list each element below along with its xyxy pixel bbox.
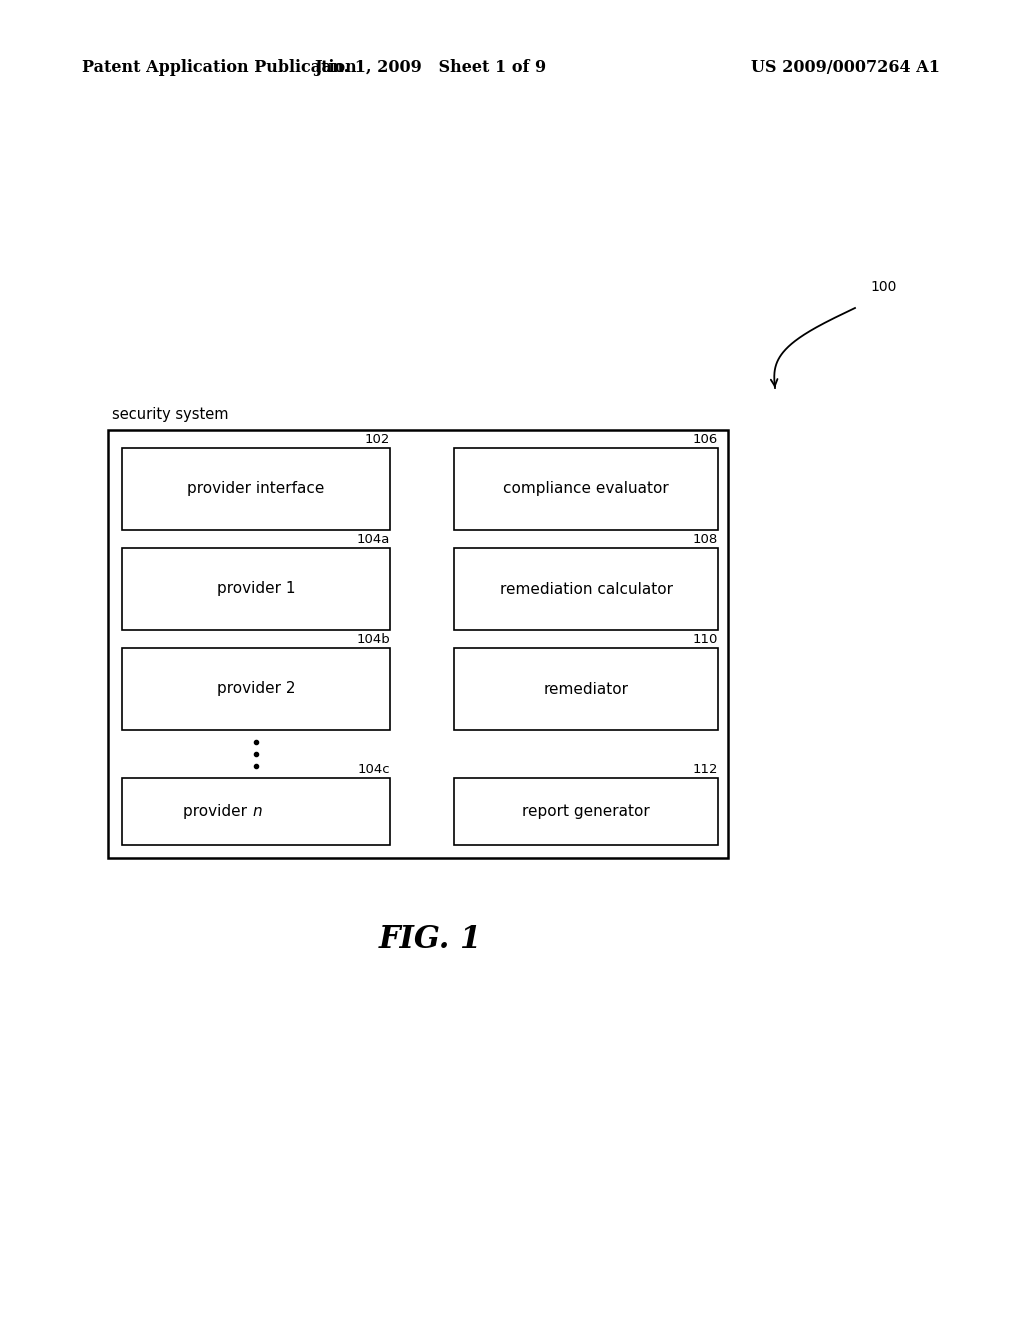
- Bar: [122, 447, 390, 531]
- Text: security system: security system: [112, 407, 228, 422]
- Text: FIG. 1: FIG. 1: [379, 924, 481, 956]
- Text: remediator: remediator: [544, 681, 629, 697]
- Text: Patent Application Publication: Patent Application Publication: [82, 59, 356, 77]
- Text: 102: 102: [365, 433, 390, 446]
- Text: n: n: [252, 804, 261, 818]
- Bar: [454, 548, 718, 630]
- Text: 104a: 104a: [356, 533, 390, 546]
- Text: report generator: report generator: [522, 804, 650, 818]
- Text: provider: provider: [183, 804, 252, 818]
- Bar: [108, 430, 728, 858]
- Text: provider 2: provider 2: [217, 681, 295, 697]
- Text: Jan. 1, 2009   Sheet 1 of 9: Jan. 1, 2009 Sheet 1 of 9: [314, 59, 546, 77]
- Text: provider 1: provider 1: [217, 582, 295, 597]
- Text: 100: 100: [870, 280, 896, 294]
- Bar: [454, 777, 718, 845]
- Text: 106: 106: [693, 433, 718, 446]
- Text: remediation calculator: remediation calculator: [500, 582, 673, 597]
- Text: 104b: 104b: [356, 634, 390, 645]
- Text: 108: 108: [693, 533, 718, 546]
- Text: 104c: 104c: [357, 763, 390, 776]
- Bar: [122, 648, 390, 730]
- Text: compliance evaluator: compliance evaluator: [503, 482, 669, 496]
- Text: 112: 112: [692, 763, 718, 776]
- Bar: [122, 548, 390, 630]
- Text: provider interface: provider interface: [187, 482, 325, 496]
- Bar: [454, 648, 718, 730]
- Bar: [122, 777, 390, 845]
- Text: US 2009/0007264 A1: US 2009/0007264 A1: [751, 59, 940, 77]
- Bar: [454, 447, 718, 531]
- Text: 110: 110: [692, 634, 718, 645]
